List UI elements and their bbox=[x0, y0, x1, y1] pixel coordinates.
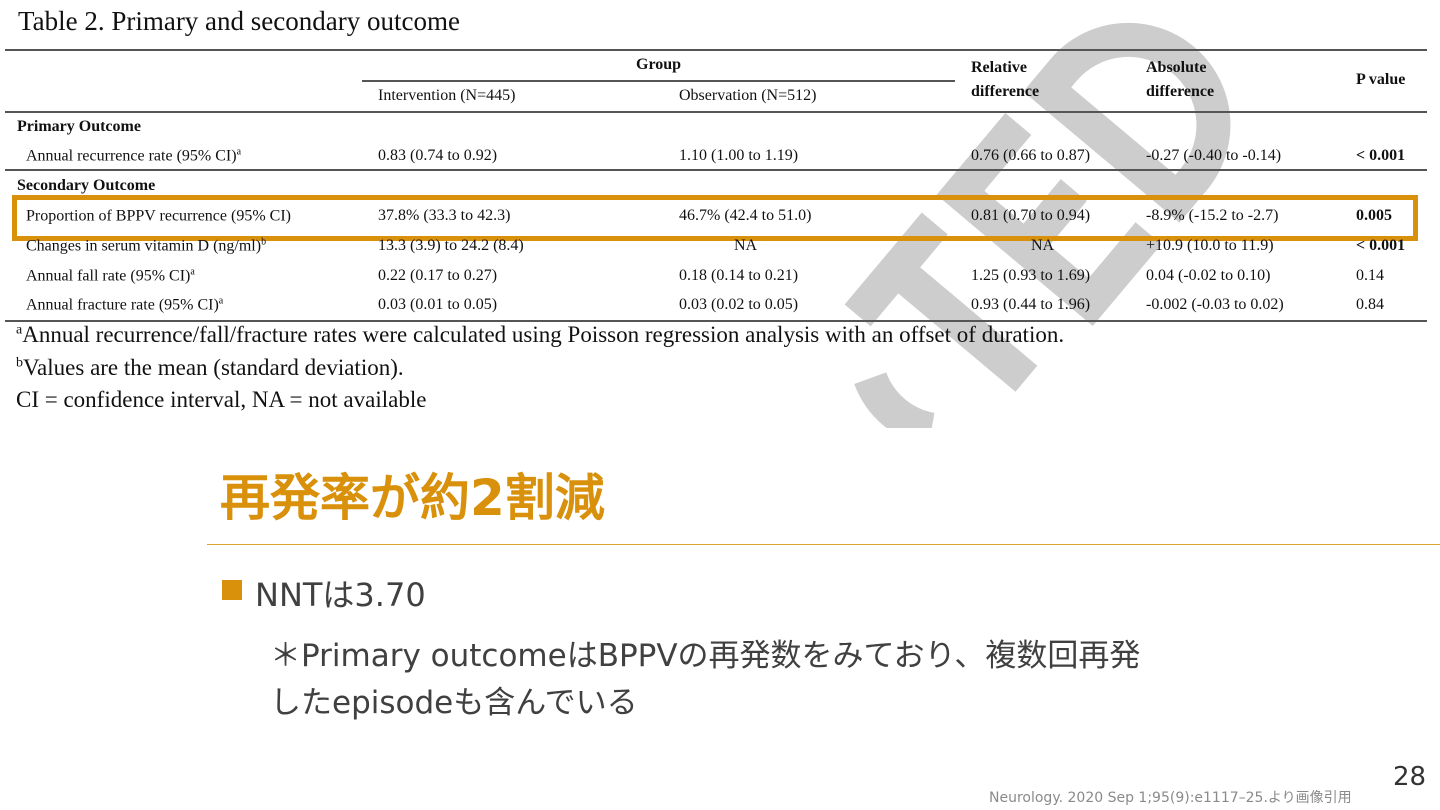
footnote-text: CI = confidence interval, NA = not avail… bbox=[16, 387, 427, 412]
row-label: Changes in serum vitamin D (ng/ml)b bbox=[26, 236, 266, 255]
row-label-text: Proportion of BPPV recurrence (95% CI) bbox=[26, 207, 291, 225]
cell-absolute: 0.04 (-0.02 to 0.10) bbox=[1146, 267, 1271, 284]
header-relative-1: Relative bbox=[971, 59, 1027, 76]
cell-relative: 0.76 (0.66 to 0.87) bbox=[971, 147, 1091, 164]
header-relative-2: difference bbox=[971, 83, 1040, 100]
divider bbox=[5, 49, 1427, 51]
cell-absolute: -0.27 (-0.40 to -0.14) bbox=[1146, 147, 1282, 164]
cell-absolute: +10.9 (10.0 to 11.9) bbox=[1146, 237, 1274, 254]
cell-pvalue: 0.005 bbox=[1356, 207, 1392, 224]
page-number: 28 bbox=[1393, 762, 1427, 792]
cell-relative: 0.93 (0.44 to 1.96) bbox=[971, 296, 1091, 313]
note-line-2: したepisodeも含んでいる bbox=[270, 685, 638, 721]
watermark-letter-c bbox=[854, 371, 936, 428]
row-footnote-marker: b bbox=[261, 236, 267, 248]
row-label-text: Annual recurrence rate (95% CI) bbox=[26, 147, 237, 165]
table-image: Table 2. Primary and secondary outcome G… bbox=[5, 6, 1427, 428]
citation: Neurology. 2020 Sep 1;95(9):e1117–25.より画… bbox=[989, 790, 1352, 806]
footnote-a: aAnnual recurrence/fall/fracture rates w… bbox=[16, 322, 1064, 348]
cell-absolute: -8.9% (-15.2 to -2.7) bbox=[1146, 207, 1279, 224]
cell-intervention: 0.22 (0.17 to 0.27) bbox=[378, 267, 498, 284]
cell-observation: NA bbox=[734, 237, 758, 254]
footnote-b: bValues are the mean (standard deviation… bbox=[16, 355, 404, 381]
row-footnote-marker: a bbox=[190, 266, 195, 278]
section-secondary: Secondary Outcome bbox=[17, 177, 156, 194]
footnote-text: Annual recurrence/fall/fracture rates we… bbox=[22, 322, 1065, 347]
row-label-text: Changes in serum vitamin D (ng/ml) bbox=[26, 237, 262, 255]
row-label-text: Annual fracture rate (95% CI) bbox=[26, 296, 219, 314]
divider bbox=[362, 80, 955, 82]
divider bbox=[5, 320, 1427, 322]
bullet-text: NNTは3.70 bbox=[255, 576, 426, 614]
cell-intervention: 0.03 (0.01 to 0.05) bbox=[378, 296, 498, 313]
heading-rule bbox=[207, 544, 1440, 545]
header-intervention: Intervention (N=445) bbox=[378, 87, 516, 104]
row-label: Annual fall rate (95% CI)a bbox=[26, 266, 195, 285]
header-pvalue: P value bbox=[1356, 71, 1406, 88]
cell-relative: 0.81 (0.70 to 0.94) bbox=[971, 207, 1091, 224]
row-label-text: Annual fall rate (95% CI) bbox=[26, 267, 191, 285]
bullet-square-icon bbox=[222, 580, 242, 600]
cell-observation: 1.10 (1.00 to 1.19) bbox=[679, 147, 799, 164]
row-footnote-marker: a bbox=[218, 295, 224, 307]
note-line-1: ＊Primary outcomeはBPPVの再発数をみており、複数回再発 bbox=[270, 638, 1141, 674]
cell-intervention: 37.8% (33.3 to 42.3) bbox=[378, 207, 511, 224]
header-group: Group bbox=[636, 56, 682, 73]
footnote-abbrev: CI = confidence interval, NA = not avail… bbox=[16, 387, 426, 413]
footnote-marker: a bbox=[16, 322, 23, 338]
divider bbox=[5, 111, 1427, 113]
highlight-box bbox=[12, 195, 1418, 241]
cell-pvalue: < 0.001 bbox=[1356, 147, 1406, 164]
cell-observation: 0.03 (0.02 to 0.05) bbox=[679, 296, 799, 313]
cell-pvalue: 0.14 bbox=[1356, 267, 1384, 284]
cell-relative: NA bbox=[1031, 237, 1055, 254]
footnote-marker: b bbox=[16, 355, 23, 371]
header-observation: Observation (N=512) bbox=[679, 87, 817, 104]
header-absolute-1: Absolute bbox=[1146, 59, 1207, 76]
cell-pvalue: 0.84 bbox=[1356, 296, 1384, 313]
cell-observation: 46.7% (42.4 to 51.0) bbox=[679, 207, 812, 224]
row-footnote-marker: a bbox=[236, 146, 242, 158]
cell-intervention: 0.83 (0.74 to 0.92) bbox=[378, 147, 498, 164]
row-label: Annual recurrence rate (95% CI)a bbox=[26, 146, 241, 165]
slide-heading: 再発率が約2割減 bbox=[220, 469, 605, 527]
footnote-text: Values are the mean (standard deviation)… bbox=[23, 355, 404, 380]
header-absolute-2: difference bbox=[1146, 83, 1215, 100]
table-title: Table 2. Primary and secondary outcome bbox=[18, 6, 460, 36]
cell-observation: 0.18 (0.14 to 0.21) bbox=[679, 267, 799, 284]
cell-pvalue: < 0.001 bbox=[1356, 237, 1406, 254]
section-primary: Primary Outcome bbox=[17, 118, 141, 135]
divider bbox=[5, 169, 1427, 171]
cell-absolute: -0.002 (-0.03 to 0.02) bbox=[1146, 296, 1284, 313]
cell-relative: 1.25 (0.93 to 1.69) bbox=[971, 267, 1091, 284]
row-label: Annual fracture rate (95% CI)a bbox=[26, 295, 223, 314]
row-label: Proportion of BPPV recurrence (95% CI) bbox=[26, 206, 291, 225]
cell-intervention: 13.3 (3.9) to 24.2 (8.4) bbox=[378, 237, 524, 254]
